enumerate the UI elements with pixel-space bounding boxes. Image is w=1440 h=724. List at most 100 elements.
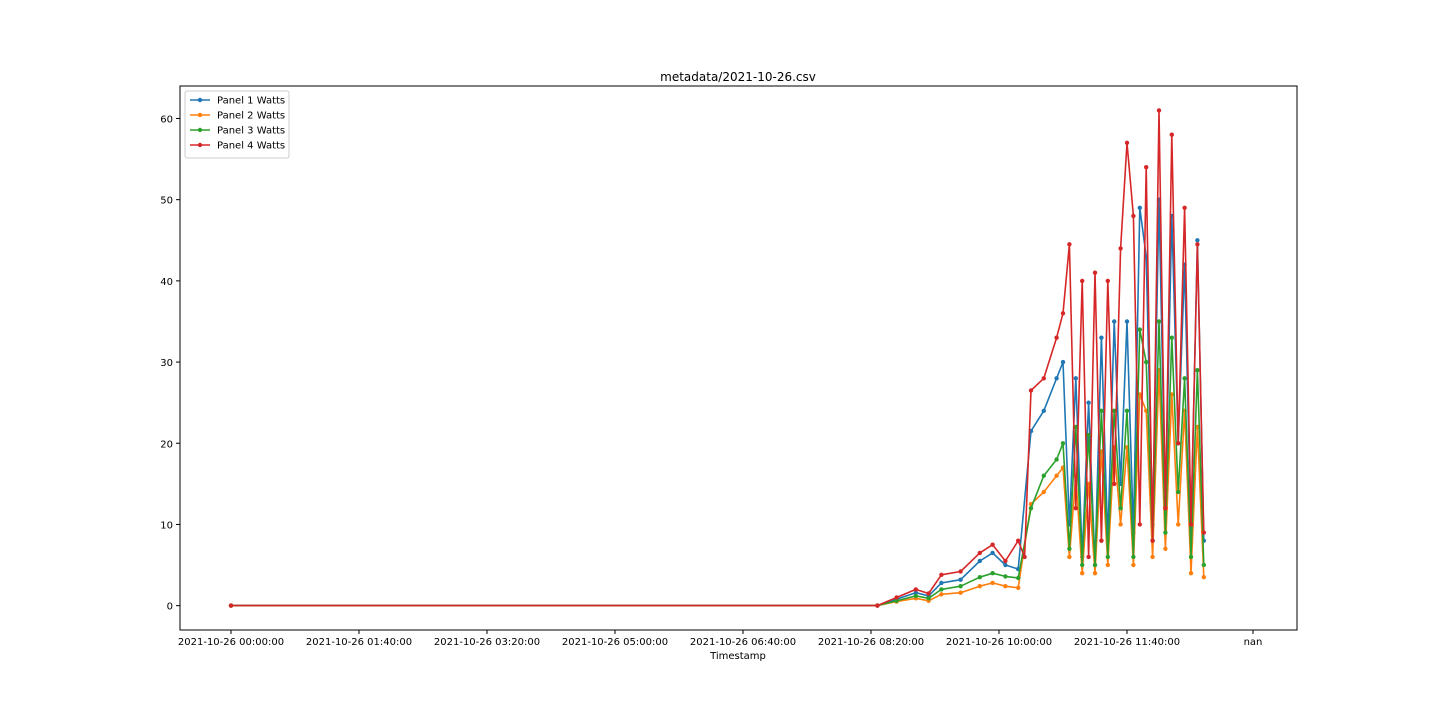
data-point [1118,522,1123,527]
data-point [1118,506,1123,511]
x-tick-label: 2021-10-26 03:20:00 [434,637,540,648]
data-point [926,591,931,596]
data-point [1054,376,1059,381]
data-point [958,577,963,582]
data-point [1163,506,1168,511]
data-point [1176,489,1181,495]
legend-item: Panel 3 Watts [190,126,285,137]
data-point [894,595,899,600]
x-tick-label: 2021-10-26 05:00:00 [562,637,668,648]
data-point [1060,359,1066,365]
legend-marker [197,112,203,118]
data-point [958,584,963,589]
data-point [1137,205,1143,210]
data-point [1022,554,1027,560]
data-point [1144,165,1149,170]
data-point [1176,522,1181,527]
data-point [1144,359,1149,365]
series-line [231,109,1205,607]
data-point [1131,554,1136,560]
data-point [1099,335,1104,340]
data-point [1016,575,1021,581]
data-point [875,603,880,608]
data-point [1073,376,1079,381]
data-point [1080,571,1085,576]
data-point [939,592,944,597]
y-tick-label: 0 [167,602,173,613]
series-2 [228,368,1207,608]
x-tick-label: 2021-10-26 10:00:00 [946,637,1052,648]
data-point [1092,562,1098,568]
data-point [939,572,944,577]
data-point [1067,242,1072,247]
x-tick-label: 2021-10-26 11:40:00 [1074,637,1180,648]
data-point [1060,311,1066,316]
data-point [1028,506,1034,511]
data-point [913,587,918,592]
data-point [1156,108,1162,113]
data-point [1182,376,1187,381]
data-point [958,569,963,574]
data-point [1086,432,1091,438]
data-point [1124,319,1130,324]
data-point [1086,400,1091,405]
data-point [990,550,995,556]
y-tick-label: 20 [160,439,173,450]
data-point [1124,140,1130,145]
data-point [1131,562,1136,568]
data-point [1041,376,1047,381]
legend-label: Panel 4 Watts [217,141,285,152]
data-point [1092,270,1098,275]
data-point [990,571,995,576]
series-line [231,369,1205,607]
y-tick-label: 40 [160,277,173,288]
x-tick-label: nan [1244,637,1263,648]
data-point [977,575,982,580]
x-tick-label: 2021-10-26 08:20:00 [818,637,924,648]
data-point [1054,335,1059,340]
x-axis-label: Timestamp [709,651,766,662]
data-point [1086,554,1091,560]
legend-marker [197,127,203,133]
data-point [1112,481,1117,487]
data-point [1028,388,1034,393]
legend-marker [197,97,203,103]
data-point [1169,335,1175,340]
series-1 [228,197,1207,608]
legend: Panel 1 Watts Panel 2 Watts Panel 3 Watts P… [184,90,290,159]
legend-marker [197,142,203,148]
data-point [1188,571,1194,576]
data-point [1003,584,1008,589]
data-point [1137,522,1143,527]
data-point [1112,319,1117,324]
legend-item: Panel 1 Watts [190,96,285,107]
data-point [1016,538,1021,543]
data-point [990,580,995,586]
data-point [1041,473,1047,478]
data-point [1003,558,1008,564]
data-point [894,598,899,603]
data-point [977,584,982,589]
data-point [1201,562,1207,568]
data-point [1003,562,1008,568]
series-layer [228,108,1207,608]
legend-label: Panel 1 Watts [217,96,285,107]
data-point [1188,554,1194,560]
data-point [926,596,931,601]
y-tick-label: 60 [160,114,173,125]
y-tick-label: 30 [160,358,173,369]
data-point [1188,522,1194,527]
data-point [1041,489,1047,495]
data-point [1041,408,1047,413]
legend-item: Panel 4 Watts [190,141,285,152]
data-point [1112,408,1117,413]
data-point [1105,554,1111,560]
series-line [231,198,1205,607]
data-point [1131,213,1136,219]
legend-label: Panel 3 Watts [217,126,285,137]
series-3 [228,319,1207,608]
data-point [1195,238,1200,243]
data-point [958,590,963,595]
data-point [1195,368,1200,373]
